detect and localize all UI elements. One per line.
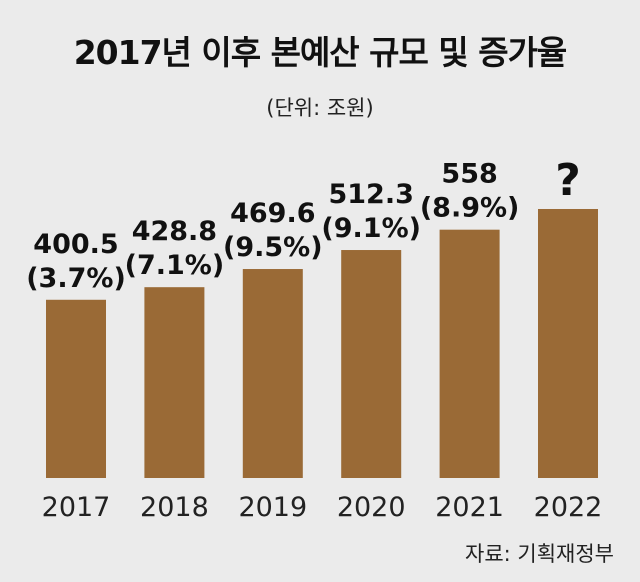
x-tick-2021: 2021 [435,492,504,523]
growth-label-2020: (9.1%) [321,213,421,244]
value-label-2020: 512.3 [328,179,413,210]
value-label-2021: 558 [441,159,497,190]
value-label-2018: 428.8 [132,216,217,247]
growth-label-2018: (7.1%) [125,250,225,281]
source-note: 자료: 기획재정부 [465,542,614,566]
unit-label: (단위: 조원) [266,96,374,120]
bar-2017 [46,299,106,478]
x-tick-2017: 2017 [42,492,111,523]
value-label-2019: 469.6 [230,198,315,229]
value-label-2017: 400.5 [33,229,118,260]
chart-title: 2017년 이후 본예산 규모 및 증가율 [73,33,568,72]
x-tick-2022: 2022 [534,492,603,523]
growth-label-2019: (9.5%) [223,232,323,263]
growth-label-2021: (8.9%) [420,193,520,224]
bar-2021 [439,229,500,478]
bar-2019 [242,269,303,478]
bar-2022 [538,208,598,478]
x-tick-2020: 2020 [337,492,406,523]
bar-2020 [341,250,402,478]
bar-2018 [144,287,205,478]
x-tick-2018: 2018 [140,492,209,523]
growth-label-2017: (3.7%) [26,263,126,294]
x-tick-2019: 2019 [238,492,307,523]
unknown-marker-2022: ? [555,155,581,206]
